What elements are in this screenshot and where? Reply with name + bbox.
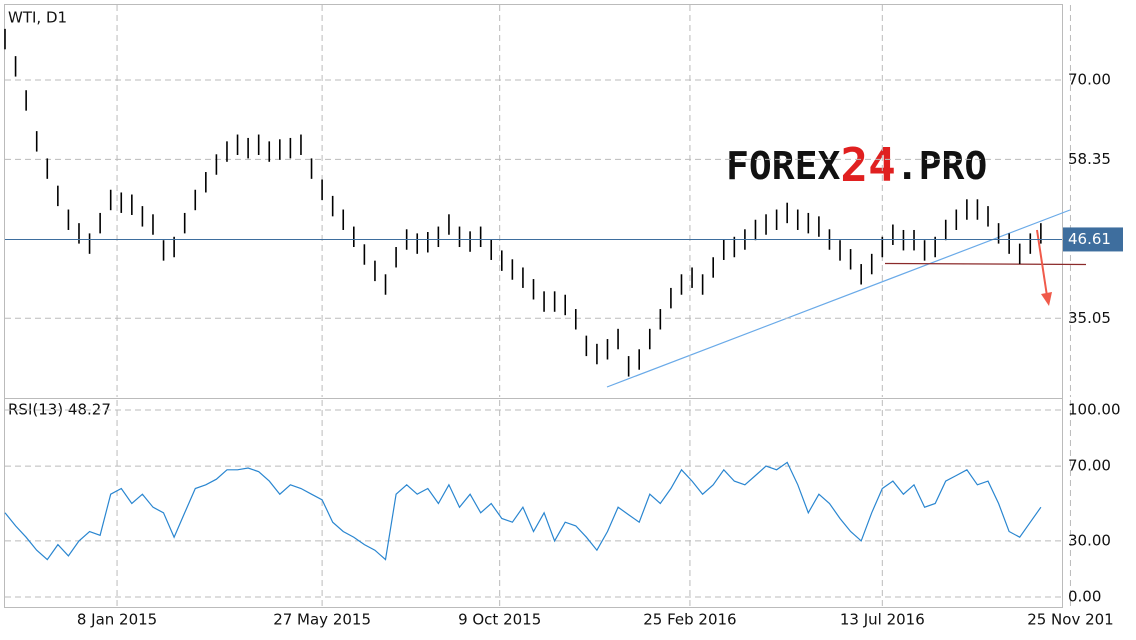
y-tick-label: 35.05 [1068,309,1111,327]
x-tick-label: 25 Nov 201 [1027,611,1114,629]
watermark: FOREX24.PRO [726,138,987,192]
last-price-box [1063,227,1123,252]
last-price-label: 46.61 [1068,230,1111,248]
y-tick-label: 70.00 [1068,70,1111,88]
rsi-line [4,461,1042,561]
y-tick-label: 100.00 [1068,401,1121,419]
x-tick-label: 25 Feb 2016 [643,611,736,629]
support-line [884,262,1087,266]
x-tick-label: 9 Oct 2015 [458,611,541,629]
y-tick-label: 58.35 [1068,150,1111,168]
y-tick-label: 30.00 [1068,531,1111,549]
y-tick-label: 0.00 [1068,587,1101,605]
watermark-part: FOREX [726,144,841,188]
x-tick-label: 8 Jan 2015 [77,611,157,629]
watermark-part: .PRO [896,144,988,188]
x-tick-label: 27 May 2015 [273,611,371,629]
watermark-part: 24 [840,138,895,192]
x-tick-label: 13 Jul 2016 [840,611,925,629]
chart-title: WTI, D1 [8,9,67,27]
plot-frame [4,4,1063,608]
arrow-head [1041,292,1052,306]
y-tick-label: 70.00 [1068,457,1111,475]
trend-line [606,209,1071,388]
indicator-title: RSI(13) 48.27 [8,401,111,419]
arrow-shaft [1036,229,1048,297]
